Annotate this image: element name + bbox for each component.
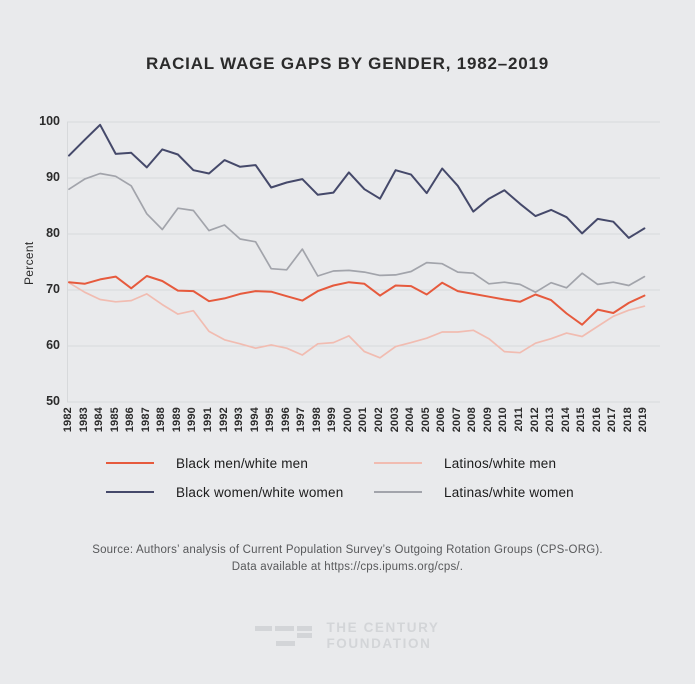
x-tick-label: 1996 — [279, 407, 292, 433]
x-tick-label: 2003 — [388, 407, 401, 433]
tcf-logo-icon — [255, 625, 313, 647]
x-tick-label: 2018 — [621, 407, 634, 433]
x-tick-label: 1995 — [264, 407, 277, 433]
x-tick-label: 1991 — [201, 407, 214, 433]
x-tick-label: 1990 — [186, 407, 199, 433]
x-tick-label: 2019 — [637, 407, 650, 433]
x-tick-label: 2000 — [341, 407, 354, 433]
y-tick-label: 70 — [46, 282, 60, 296]
x-tick-label: 2010 — [497, 407, 510, 433]
y-tick-label: 60 — [46, 338, 60, 352]
chart-title: RACIAL WAGE GAPS BY GENDER, 1982–2019 — [145, 54, 550, 73]
x-tick-label: 2015 — [575, 407, 588, 433]
x-tick-label: 1998 — [310, 407, 323, 433]
x-tick-label: 2006 — [435, 407, 448, 433]
x-tick-label: 1982 — [62, 407, 74, 433]
tcf-logo-line-1: THE CENTURY — [326, 620, 440, 635]
tcf-logo: THE CENTURY FOUNDATION — [0, 620, 695, 652]
legend-item-latinos: Latinos/white men — [374, 455, 589, 471]
x-tick-label: 2017 — [606, 407, 619, 433]
x-tick-label: 2009 — [481, 407, 494, 433]
legend-swatch-black-men — [106, 462, 154, 464]
x-tick-label: 1989 — [170, 407, 183, 433]
legend-item-latinas: Latinas/white women — [374, 484, 589, 500]
x-tick-label: 2002 — [373, 407, 385, 433]
tcf-logo-text: THE CENTURY FOUNDATION — [326, 620, 439, 652]
x-tick-label: 1994 — [248, 407, 261, 433]
x-tick-label: 1986 — [124, 407, 137, 433]
x-tick-label: 1985 — [108, 407, 121, 433]
legend-swatch-black-women — [106, 491, 154, 493]
x-tick-label: 2005 — [419, 407, 432, 433]
legend-item-black-women: Black women/white women — [106, 484, 374, 500]
legend-swatch-latinos — [374, 462, 422, 464]
source-note: Source: Authors’ analysis of Current Pop… — [0, 542, 695, 575]
x-tick-label: 2008 — [466, 407, 479, 433]
legend-label-latinas: Latinas/white women — [444, 484, 574, 500]
x-tick-label: 1983 — [77, 407, 90, 433]
source-line-2: Data available at https://cps.ipums.org/… — [231, 560, 464, 573]
x-tick-label: 1988 — [155, 407, 168, 433]
tcf-logo-line-2: FOUNDATION — [326, 635, 432, 651]
x-tick-label: 1984 — [93, 407, 106, 433]
legend-label-black-men: Black men/white men — [176, 455, 309, 471]
x-tick-label: 1997 — [295, 407, 308, 433]
line-chart-plot — [67, 121, 660, 403]
x-tick-label: 1999 — [326, 407, 339, 433]
x-tick-label: 2001 — [357, 407, 370, 433]
x-tick-label: 1993 — [233, 407, 246, 433]
x-tick-label: 2012 — [528, 407, 541, 433]
legend-label-black-women: Black women/white women — [176, 484, 344, 500]
source-line-1: Source: Authors’ analysis of Current Pop… — [92, 544, 603, 556]
legend-item-black-men: Black men/white men — [106, 455, 374, 471]
legend-label-latinos: Latinos/white men — [444, 455, 557, 471]
y-tick-label: 90 — [46, 170, 60, 184]
x-tick-label: 1987 — [139, 407, 152, 433]
x-tick-label: 2011 — [512, 407, 525, 432]
x-tick-label: 2013 — [544, 407, 557, 433]
x-tick-label: 1992 — [217, 407, 230, 433]
legend: Black men/white men Latinos/white men Bl… — [0, 455, 695, 500]
y-tick-label: 100 — [39, 114, 60, 128]
x-tick-label: 2016 — [590, 407, 603, 433]
legend-swatch-latinas — [374, 491, 422, 493]
x-tick-label: 2004 — [404, 407, 417, 433]
y-tick-label: 80 — [46, 226, 60, 240]
x-tick-label: 2014 — [559, 407, 572, 433]
chart-area: Percent 100 90 80 70 60 50 1982 1983 1984 1985 19… — [22, 114, 660, 433]
x-tick-label: 2007 — [450, 407, 463, 433]
y-tick-label: 50 — [46, 394, 60, 408]
